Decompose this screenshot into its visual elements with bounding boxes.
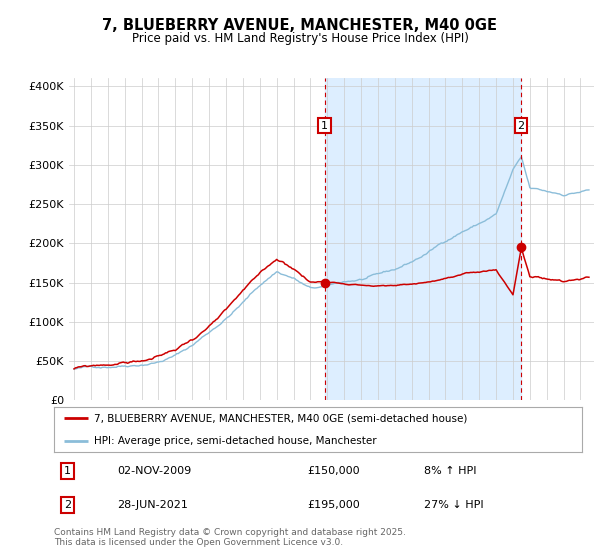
Text: Price paid vs. HM Land Registry's House Price Index (HPI): Price paid vs. HM Land Registry's House … (131, 32, 469, 45)
Text: 27% ↓ HPI: 27% ↓ HPI (424, 500, 483, 510)
Text: £195,000: £195,000 (307, 500, 360, 510)
Text: 02-NOV-2009: 02-NOV-2009 (118, 466, 191, 476)
Text: HPI: Average price, semi-detached house, Manchester: HPI: Average price, semi-detached house,… (94, 436, 376, 446)
Text: 7, BLUEBERRY AVENUE, MANCHESTER, M40 0GE: 7, BLUEBERRY AVENUE, MANCHESTER, M40 0GE (103, 18, 497, 33)
Text: 1: 1 (64, 466, 71, 476)
Text: 2: 2 (518, 120, 524, 130)
Text: 1: 1 (321, 120, 328, 130)
Bar (325, 78, 521, 400)
Text: 7, BLUEBERRY AVENUE, MANCHESTER, M40 0GE (semi-detached house): 7, BLUEBERRY AVENUE, MANCHESTER, M40 0GE… (94, 413, 467, 423)
Text: 8% ↑ HPI: 8% ↑ HPI (424, 466, 476, 476)
Text: £150,000: £150,000 (307, 466, 360, 476)
Text: 2: 2 (64, 500, 71, 510)
Text: Contains HM Land Registry data © Crown copyright and database right 2025.
This d: Contains HM Land Registry data © Crown c… (54, 528, 406, 547)
Text: 28-JUN-2021: 28-JUN-2021 (118, 500, 188, 510)
